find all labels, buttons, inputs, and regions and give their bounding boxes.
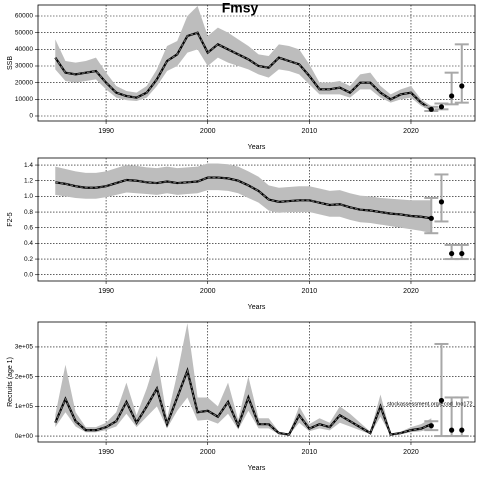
y-tick-label: 20000	[15, 79, 33, 86]
y-tick-label: 40000	[15, 46, 33, 53]
projection-point	[459, 250, 465, 257]
projection-point	[428, 106, 434, 112]
projection-point	[428, 423, 434, 429]
confidence-band	[55, 323, 432, 436]
y-tick-label: 60000	[15, 13, 33, 20]
y-tick-label: 1.2	[24, 177, 33, 184]
y-tick-label: 0.0	[24, 271, 33, 278]
x-axis-label: Years	[248, 144, 266, 151]
y-tick-label: 0.6	[24, 224, 33, 231]
projection-point	[459, 427, 465, 433]
y-tick-label: 0.8	[24, 209, 33, 216]
y-tick-label: 0.4	[24, 240, 33, 247]
x-tick-label: 1990	[98, 449, 114, 456]
y-tick-label: 10000	[15, 96, 33, 103]
x-tick-label: 1990	[98, 128, 114, 135]
x-tick-label: 2020	[403, 449, 419, 456]
y-axis-label: SSB	[7, 56, 14, 70]
estimate-line-dash	[55, 177, 432, 219]
x-tick-label: 2010	[302, 288, 318, 295]
y-tick-label: 0e+00	[15, 433, 34, 440]
projection-point	[438, 104, 445, 110]
confidence-band	[55, 163, 432, 234]
plot-frame	[37, 321, 476, 443]
projection-point	[449, 427, 455, 433]
projection-point	[449, 250, 455, 257]
projection-point	[459, 83, 465, 89]
x-tick-label: 2010	[302, 449, 318, 456]
x-tick-label: 2010	[302, 128, 318, 135]
projection-point	[428, 215, 434, 221]
y-tick-label: 1.4	[24, 162, 33, 169]
y-tick-label: 0.2	[24, 256, 33, 263]
estimate-line-dash	[54, 32, 432, 110]
y-tick-label: 1.0	[24, 193, 33, 200]
x-tick-label: 2000	[200, 128, 216, 135]
y-tick-label: 0	[29, 113, 33, 120]
chart-title: Fmsy	[222, 0, 259, 16]
confidence-band	[55, 6, 432, 111]
x-tick-label: 1990	[98, 288, 114, 295]
x-axis-label: Years	[248, 304, 266, 311]
y-tick-label: 50000	[15, 29, 33, 36]
projection-point	[438, 397, 445, 404]
plot-frame	[37, 4, 476, 122]
x-tick-label: 2020	[403, 288, 419, 295]
y-tick-label: 30000	[15, 63, 33, 70]
y-tick-label: 3e+05	[15, 344, 34, 351]
y-tick-label: 2e+05	[15, 373, 34, 380]
y-axis-label: F2-5	[7, 212, 14, 227]
y-tick-label: 1e+05	[15, 403, 34, 410]
plot-frame	[37, 157, 476, 282]
x-axis-label: Years	[248, 465, 266, 472]
y-axis-label: Recruits (age 1)	[7, 357, 14, 407]
x-tick-label: 2000	[200, 288, 216, 295]
estimate-line-dash	[54, 369, 432, 436]
projection-point	[449, 93, 455, 99]
x-tick-label: 2020	[403, 128, 419, 135]
projection-point	[438, 199, 445, 205]
x-tick-label: 2000	[200, 449, 216, 456]
annotation: stockassessment.org/Ecod_Ino172	[387, 401, 473, 407]
